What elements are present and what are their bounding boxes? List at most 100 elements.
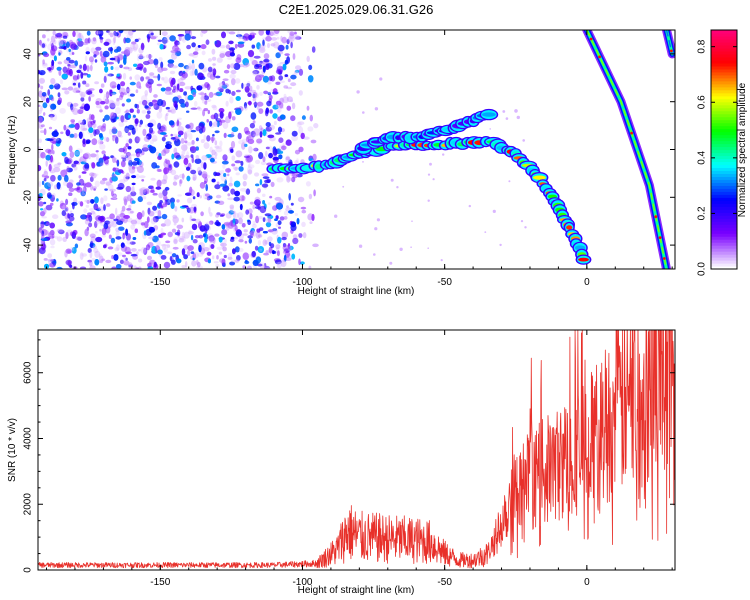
noise-blob bbox=[176, 229, 181, 237]
noise-blob bbox=[129, 81, 136, 86]
noise-blob bbox=[273, 41, 280, 49]
noise-blob bbox=[181, 150, 186, 155]
noise-blob bbox=[171, 253, 177, 258]
noise-blob bbox=[227, 56, 233, 61]
noise-blob bbox=[139, 55, 146, 59]
noise-blob bbox=[234, 43, 238, 49]
colorbar-strip bbox=[711, 65, 737, 70]
colorbar-strip bbox=[711, 74, 737, 79]
noise-blob bbox=[227, 193, 231, 197]
snr-x-label: Height of straight line (km) bbox=[298, 585, 415, 596]
noise-blob bbox=[90, 199, 95, 204]
noise-blob bbox=[163, 173, 168, 182]
noise-blob bbox=[248, 146, 253, 154]
noise-blob bbox=[267, 236, 273, 242]
noise-blob bbox=[247, 163, 251, 167]
noise-blob bbox=[73, 133, 78, 139]
noise-blob bbox=[113, 218, 119, 222]
colorbar-strip bbox=[711, 206, 737, 210]
noise-blob bbox=[232, 222, 236, 229]
noise-blob bbox=[59, 202, 67, 210]
noise-blob bbox=[205, 184, 208, 192]
noise-blob bbox=[87, 248, 92, 253]
noise-blob bbox=[64, 206, 69, 212]
noise-blob bbox=[277, 44, 285, 52]
noise-blob bbox=[80, 91, 86, 98]
noise-blob bbox=[206, 72, 214, 78]
noise-blob bbox=[143, 67, 147, 74]
noise-blob bbox=[111, 266, 117, 269]
noise-blob bbox=[161, 149, 167, 157]
noise-blob bbox=[70, 119, 75, 123]
noise-blob bbox=[221, 258, 226, 266]
noise-blob bbox=[121, 205, 126, 212]
snr-series-line bbox=[38, 330, 675, 569]
noise-blob bbox=[150, 36, 157, 40]
noise-blob bbox=[258, 65, 263, 70]
noise-blob bbox=[238, 217, 243, 225]
noise-blob bbox=[77, 32, 83, 40]
noise-blob bbox=[85, 89, 93, 95]
noise-blob bbox=[183, 132, 188, 140]
noise-blob bbox=[227, 197, 234, 201]
noise-blob bbox=[302, 232, 307, 239]
noise-blob bbox=[48, 163, 52, 172]
y-tick-label: 20 bbox=[23, 96, 34, 108]
noise-blob bbox=[172, 45, 179, 52]
trace-spot bbox=[589, 37, 593, 41]
noise-blob bbox=[257, 234, 263, 238]
noise-blob bbox=[188, 206, 196, 214]
noise-blob bbox=[64, 208, 68, 211]
noise-blob bbox=[187, 245, 194, 251]
noise-blob bbox=[65, 232, 69, 239]
noise-blob bbox=[89, 93, 95, 98]
noise-blob bbox=[242, 233, 248, 236]
noise-blob bbox=[193, 251, 199, 259]
noise-dot bbox=[396, 186, 399, 189]
noise-blob bbox=[306, 105, 310, 111]
noise-blob bbox=[112, 134, 117, 138]
noise-blob bbox=[81, 171, 87, 174]
noise-blob bbox=[313, 123, 319, 129]
noise-blob bbox=[145, 76, 150, 80]
noise-blob bbox=[177, 117, 182, 121]
noise-blob bbox=[99, 88, 103, 94]
noise-blob bbox=[160, 255, 167, 260]
noise-blob bbox=[122, 72, 127, 80]
trace-spot bbox=[658, 236, 662, 240]
noise-blob bbox=[168, 92, 173, 95]
noise-blob bbox=[65, 198, 69, 205]
noise-blob bbox=[305, 181, 311, 187]
noise-blob bbox=[184, 154, 190, 159]
noise-blob bbox=[38, 120, 42, 128]
noise-blob bbox=[236, 255, 241, 261]
noise-blob bbox=[265, 107, 269, 114]
noise-blob bbox=[276, 177, 284, 183]
noise-blob bbox=[120, 115, 125, 123]
colorbar-strip bbox=[711, 56, 737, 61]
noise-blob bbox=[65, 259, 73, 266]
noise-blob bbox=[58, 69, 62, 76]
noise-blob bbox=[275, 100, 282, 106]
noise-blob bbox=[131, 200, 136, 204]
noise-blob bbox=[216, 181, 220, 185]
noise-blob bbox=[254, 74, 262, 83]
noise-dot bbox=[374, 227, 378, 231]
noise-blob bbox=[290, 99, 294, 103]
noise-blob bbox=[136, 151, 141, 158]
noise-blob bbox=[138, 258, 143, 263]
noise-blob bbox=[140, 222, 145, 226]
colorbar-strip bbox=[711, 212, 737, 216]
colorbar-strip bbox=[711, 107, 737, 112]
noise-blob bbox=[192, 196, 196, 200]
noise-blob bbox=[283, 210, 289, 216]
noise-blob bbox=[64, 174, 69, 183]
noise-blob bbox=[192, 174, 197, 181]
noise-blob bbox=[290, 202, 294, 206]
colorbar-strip bbox=[711, 119, 737, 124]
noise-blob bbox=[228, 89, 231, 95]
noise-blob bbox=[145, 244, 151, 251]
noise-dot bbox=[427, 173, 431, 176]
noise-blob bbox=[215, 213, 220, 218]
noise-blob bbox=[239, 239, 244, 243]
